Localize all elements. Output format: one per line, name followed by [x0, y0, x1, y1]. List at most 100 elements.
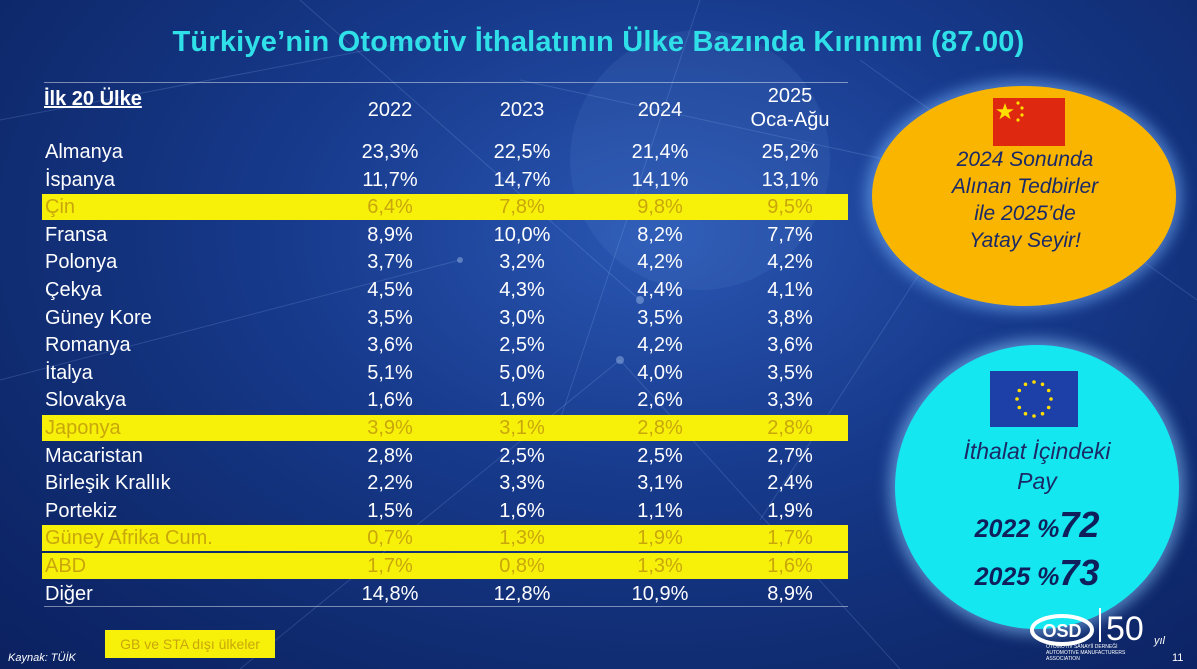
share-value: 3,1% [499, 417, 545, 439]
table-row: Portekiz 1,5% 1,6% 1,1% 1,9% [0, 498, 1197, 525]
share-value: 3,3% [767, 389, 813, 412]
share-value: 7,8% [499, 196, 545, 219]
eu-star [1015, 397, 1019, 401]
share-value: 2,7% [767, 444, 813, 467]
share-value: 21,4% [631, 141, 689, 163]
share-value: 10,0% [493, 223, 551, 246]
eu-star [1017, 388, 1022, 393]
eu-star [1032, 380, 1036, 384]
share-value: 1,6% [367, 389, 413, 412]
share-value: 0,7% [367, 527, 413, 550]
share-value: 9,5% [767, 196, 813, 219]
eu-callout-text: İthalat İçindeki Pay [910, 436, 1164, 496]
share-value: 23,3% [361, 141, 419, 163]
table-row: Diğer 14,8% 12,8% 10,9% 8,9% [0, 581, 1197, 608]
share-value: 2,5% [499, 334, 545, 357]
share-value: 3,7% [367, 251, 413, 274]
table-row: Romanya 3,6% 2,5% 4,2% 3,6% [0, 332, 1197, 359]
share-value: 6,4% [367, 196, 413, 219]
share-value: 4,5% [367, 279, 413, 301]
eu-star [1046, 388, 1051, 393]
share-value: 3,9% [367, 417, 413, 439]
share-value: 0,8% [499, 555, 545, 577]
share-value: 3,5% [367, 306, 413, 329]
table-bottom-divider [44, 606, 848, 607]
eu-share-2025-prefix: 2025 % [974, 563, 1060, 591]
country-name: Çekya [45, 279, 102, 301]
china-flag-icon [993, 98, 1065, 146]
eu-share-2022-prefix: 2022 % [974, 515, 1060, 543]
country-name: Fransa [45, 223, 108, 246]
table-row: İspanya 11,7% 14,7% 14,1% 13,1% [0, 167, 1197, 194]
country-name: ABD [45, 555, 87, 577]
logo-subtitle-line: OTOMOTİV SANAYİİ DERNEĞİ [1046, 644, 1118, 650]
share-value: 7,7% [767, 223, 813, 246]
eu-star [1032, 414, 1036, 418]
share-value: 2,5% [637, 444, 683, 467]
year-header: 2025 Oca-Ağu [750, 85, 830, 131]
share-value: 4,1% [767, 279, 813, 301]
table-row: Almanya 23,3% 22,5% 21,4% 25,2% [0, 139, 1197, 166]
country-name: İspanya [45, 168, 116, 191]
year-header: 2023 [499, 99, 545, 121]
china-callout-line: 2024 Sonunda [956, 148, 1094, 171]
eu-share-2025: 2025 %73 [910, 552, 1164, 594]
table-row: Çekya 4,5% 4,3% 4,4% 4,1% [0, 277, 1197, 304]
table-row: Japonya 3,9% 3,1% 2,8% 2,8% [0, 415, 1197, 442]
share-value: 2,8% [637, 417, 683, 439]
table-row: Güney Afrika Cum. 0,7% 1,3% 1,9% 1,7% [0, 525, 1197, 552]
table-row: Birleşik Krallık 2,2% 3,3% 3,1% 2,4% [0, 470, 1197, 497]
share-value: 3,6% [767, 334, 813, 357]
share-value: 1,9% [767, 499, 813, 522]
legend-highlight-box: GB ve STA dışı ülkeler [105, 630, 275, 658]
share-value: 3,5% [767, 361, 813, 384]
logo-subtitle-line: AUTOMOTIVE MANUFACTURERS ASSOCIATION [1046, 650, 1126, 662]
share-value: 3,2% [499, 251, 545, 274]
share-value: 4,2% [637, 251, 683, 274]
share-value: 14,7% [493, 168, 551, 191]
country-name: Macaristan [45, 444, 143, 467]
svg-text:OSD: OSD [1042, 621, 1081, 641]
share-value: 22,5% [493, 141, 551, 163]
eu-share-2022: 2022 %72 [910, 504, 1164, 546]
table-row: Çin 6,4% 7,8% 9,8% 9,5% [0, 194, 1197, 221]
share-value: 2,5% [499, 444, 545, 467]
page-number: 11 [1172, 652, 1184, 664]
country-name: Güney Afrika Cum. [45, 527, 213, 550]
table-row: Fransa 8,9% 10,0% 8,2% 7,7% [0, 222, 1197, 249]
eu-star [1049, 397, 1053, 401]
country-name: Romanya [45, 334, 131, 357]
eu-callout-line: İthalat İçindeki [963, 438, 1111, 464]
table-row: ABD 1,7% 0,8% 1,3% 1,6% [0, 553, 1197, 580]
share-value: 9,8% [637, 196, 683, 219]
share-value: 4,3% [499, 279, 545, 301]
share-value: 1,1% [637, 499, 683, 522]
year-header: 2024 [637, 99, 683, 121]
share-value: 25,2% [761, 141, 819, 163]
share-value: 1,7% [767, 527, 813, 550]
eu-share-2022-value: 72 [1059, 504, 1100, 545]
eu-star [1023, 411, 1028, 416]
table-row: Polonya 3,7% 3,2% 4,2% 4,2% [0, 249, 1197, 276]
share-value: 13,1% [761, 168, 819, 191]
share-value: 2,6% [637, 389, 683, 412]
share-value: 1,3% [499, 527, 545, 550]
share-value: 2,8% [367, 444, 413, 467]
share-value: 2,4% [767, 472, 813, 495]
table-row: Macaristan 2,8% 2,5% 2,5% 2,7% [0, 443, 1197, 470]
share-value: 1,9% [637, 527, 683, 550]
country-name: Çin [45, 196, 76, 219]
eu-share-2025-value: 73 [1059, 552, 1100, 593]
share-value: 14,8% [361, 582, 419, 605]
share-value: 1,5% [367, 499, 413, 522]
share-value: 3,3% [499, 472, 545, 495]
share-value: 11,7% [362, 168, 418, 191]
eu-star [1046, 405, 1051, 410]
share-value: 3,1% [637, 472, 683, 495]
table-header-label: İlk 20 Ülke [44, 88, 142, 110]
country-name: Polonya [45, 251, 118, 274]
svg-text:yıl: yıl [1153, 635, 1166, 647]
share-value: 2,2% [367, 472, 413, 495]
share-value: 3,6% [367, 334, 413, 357]
country-name: Güney Kore [45, 306, 152, 329]
